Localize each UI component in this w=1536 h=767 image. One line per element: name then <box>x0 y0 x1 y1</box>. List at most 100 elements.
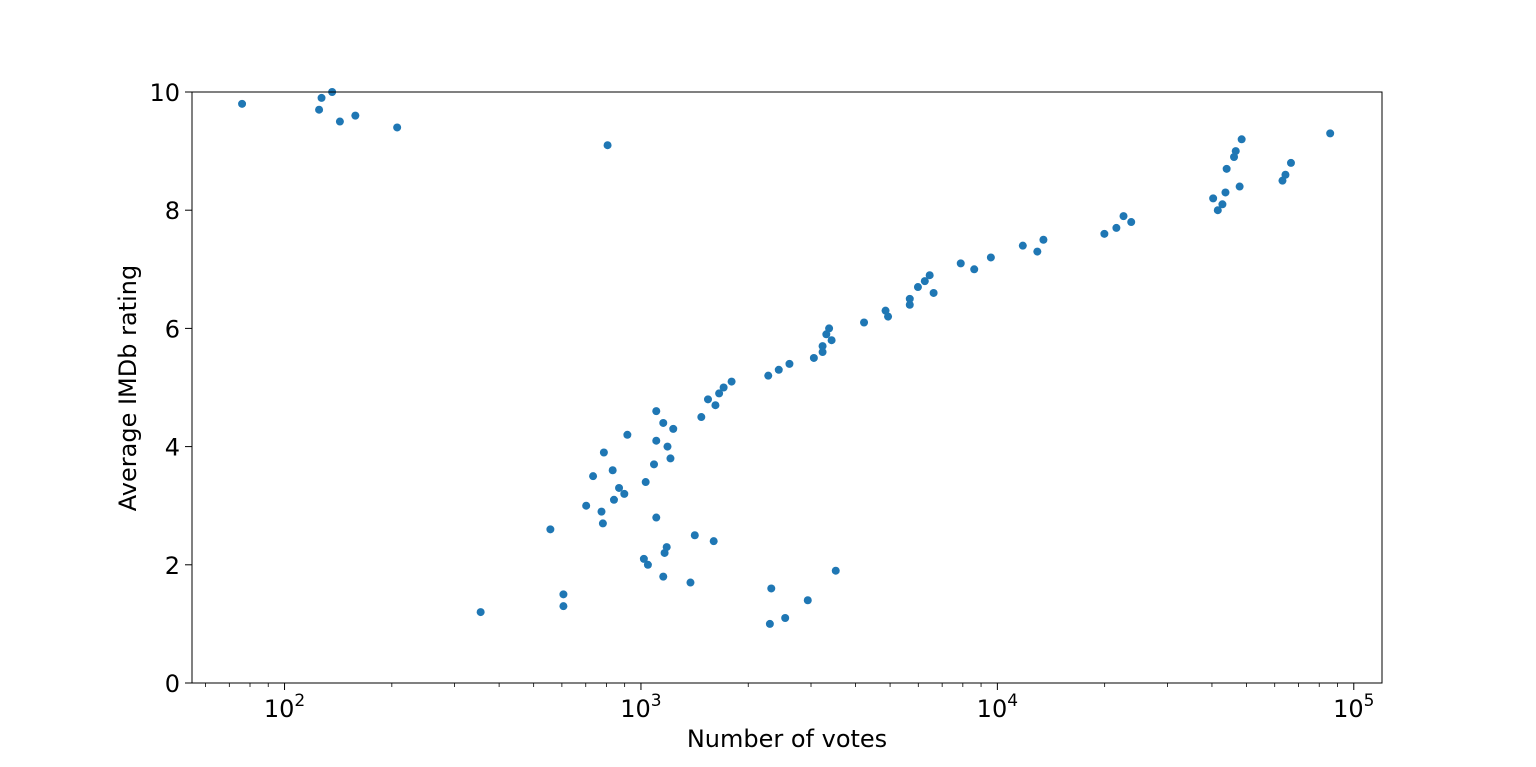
data-point <box>765 619 774 628</box>
data-point <box>1235 182 1244 191</box>
y-tick-label: 6 <box>165 315 180 343</box>
data-point <box>597 507 606 516</box>
points-layer <box>238 88 1335 628</box>
y-tick-label: 4 <box>165 434 180 462</box>
data-point <box>809 353 818 362</box>
data-point <box>641 478 650 487</box>
data-point <box>599 448 608 457</box>
data-point <box>827 336 836 345</box>
data-point <box>559 590 568 599</box>
data-point <box>643 560 652 569</box>
data-point <box>825 324 834 333</box>
data-point <box>609 495 618 504</box>
data-point <box>690 531 699 540</box>
data-point <box>905 300 914 309</box>
data-point <box>623 430 632 439</box>
data-point <box>774 365 783 374</box>
data-point <box>1039 235 1048 244</box>
data-point <box>1112 223 1121 232</box>
data-point <box>559 602 568 611</box>
data-point <box>639 554 648 563</box>
data-point <box>666 454 675 463</box>
data-point <box>781 613 790 622</box>
data-point <box>715 389 724 398</box>
data-point <box>663 442 672 451</box>
data-point <box>476 608 485 617</box>
data-point <box>1222 164 1231 173</box>
data-point <box>662 543 671 552</box>
plot-background <box>192 92 1382 683</box>
data-point <box>1218 200 1227 209</box>
y-tick-label: 0 <box>165 670 180 698</box>
data-point <box>1033 247 1042 256</box>
y-axis: 0 2 4 6 8 10 <box>149 79 192 698</box>
data-point <box>546 525 555 534</box>
data-point <box>652 436 661 445</box>
data-point <box>719 383 728 392</box>
data-point <box>1119 212 1128 221</box>
data-point <box>598 519 607 528</box>
data-point <box>315 105 324 114</box>
data-point <box>669 424 678 433</box>
data-point <box>393 123 402 132</box>
data-point <box>920 277 929 286</box>
data-point <box>1018 241 1027 250</box>
data-point <box>317 93 326 102</box>
data-point <box>764 371 773 380</box>
data-point <box>785 359 794 368</box>
x-tick-label: 105 <box>1333 691 1374 723</box>
data-point <box>659 572 668 581</box>
data-point <box>1209 194 1218 203</box>
data-point <box>884 312 893 321</box>
data-point <box>650 460 659 469</box>
data-point <box>615 483 624 492</box>
data-point <box>603 141 612 150</box>
data-point <box>703 395 712 404</box>
data-point <box>351 111 360 120</box>
data-point <box>905 294 914 303</box>
data-point <box>831 566 840 575</box>
data-point <box>1326 129 1335 138</box>
data-point <box>803 596 812 605</box>
data-point <box>767 584 776 593</box>
data-point <box>697 413 706 422</box>
data-point <box>711 401 720 410</box>
y-axis-label: Average IMDb rating <box>114 265 142 511</box>
data-point <box>686 578 695 587</box>
data-point <box>818 342 827 351</box>
data-point <box>925 271 934 280</box>
data-point <box>929 288 938 297</box>
data-point <box>589 472 598 481</box>
x-tick-label: 102 <box>264 691 305 723</box>
data-point <box>956 259 965 268</box>
data-point <box>1237 135 1246 144</box>
y-tick-label: 2 <box>165 552 180 580</box>
data-point <box>1127 218 1136 227</box>
data-point <box>335 117 344 126</box>
data-point <box>818 348 827 357</box>
data-point <box>608 466 617 475</box>
data-point <box>620 489 629 498</box>
plot-frame <box>191 91 1383 684</box>
x-tick-label: 104 <box>977 691 1018 723</box>
data-point <box>1231 147 1240 156</box>
y-tick-label: 10 <box>149 79 180 107</box>
data-point <box>652 513 661 522</box>
data-point <box>1100 229 1109 238</box>
x-axis-label: Number of votes <box>687 725 887 753</box>
data-point <box>652 407 661 416</box>
data-point <box>709 537 718 546</box>
data-point <box>913 283 922 292</box>
data-point <box>970 265 979 274</box>
data-point <box>860 318 869 327</box>
data-point <box>659 418 668 427</box>
data-point <box>238 99 247 108</box>
data-point <box>986 253 995 262</box>
data-point <box>582 501 591 510</box>
y-tick-label: 8 <box>165 197 180 225</box>
data-point <box>1213 206 1222 215</box>
data-point <box>1221 188 1230 197</box>
x-axis: 102 103 104 105 <box>205 683 1374 723</box>
x-tick-label: 103 <box>620 691 661 723</box>
